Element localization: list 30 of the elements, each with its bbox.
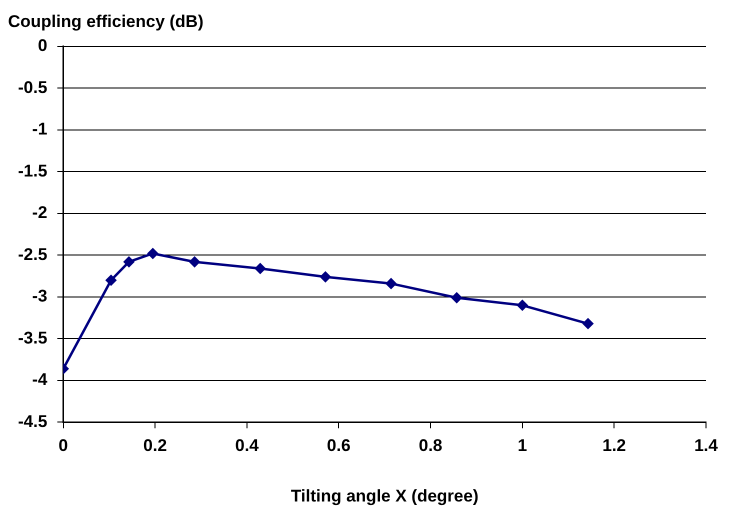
point — [254, 263, 266, 274]
y-tick-label: -3.5 — [18, 328, 48, 348]
point — [451, 292, 462, 304]
y-tick-label: -4.5 — [18, 412, 48, 431]
y-tick-label: -1.5 — [18, 161, 48, 180]
y-tick-label: -2.5 — [18, 244, 48, 264]
x-tick-label: 0.8 — [418, 436, 442, 456]
x-tick-label: 1.4 — [694, 436, 718, 456]
x-tick-label: 0 — [58, 436, 68, 456]
point — [148, 248, 158, 259]
point — [189, 256, 200, 268]
y-tick-label: -3 — [32, 286, 48, 306]
y-tick-label: -1 — [32, 120, 48, 139]
y-tick-label: -4 — [32, 370, 48, 390]
x-tick-label: 0.2 — [143, 436, 167, 456]
y-tick-label: -0.5 — [18, 78, 48, 97]
point — [320, 272, 331, 282]
x-tick-label: 0.6 — [326, 436, 351, 456]
point — [386, 278, 396, 289]
y-tick-label: 0 — [38, 36, 48, 56]
point — [582, 318, 594, 329]
point — [517, 300, 528, 311]
y-axis-title: Coupling efficiency (dB) — [8, 12, 204, 31]
x-tick-label: 0.4 — [235, 436, 260, 456]
x-tick-label: 1 — [518, 436, 528, 456]
x-tick-label: 1.2 — [602, 436, 626, 456]
point — [106, 274, 116, 286]
y-tick-label: -2 — [32, 203, 48, 222]
x-axis-title: Tilting angle X (degree) — [290, 486, 478, 506]
point — [124, 256, 134, 268]
